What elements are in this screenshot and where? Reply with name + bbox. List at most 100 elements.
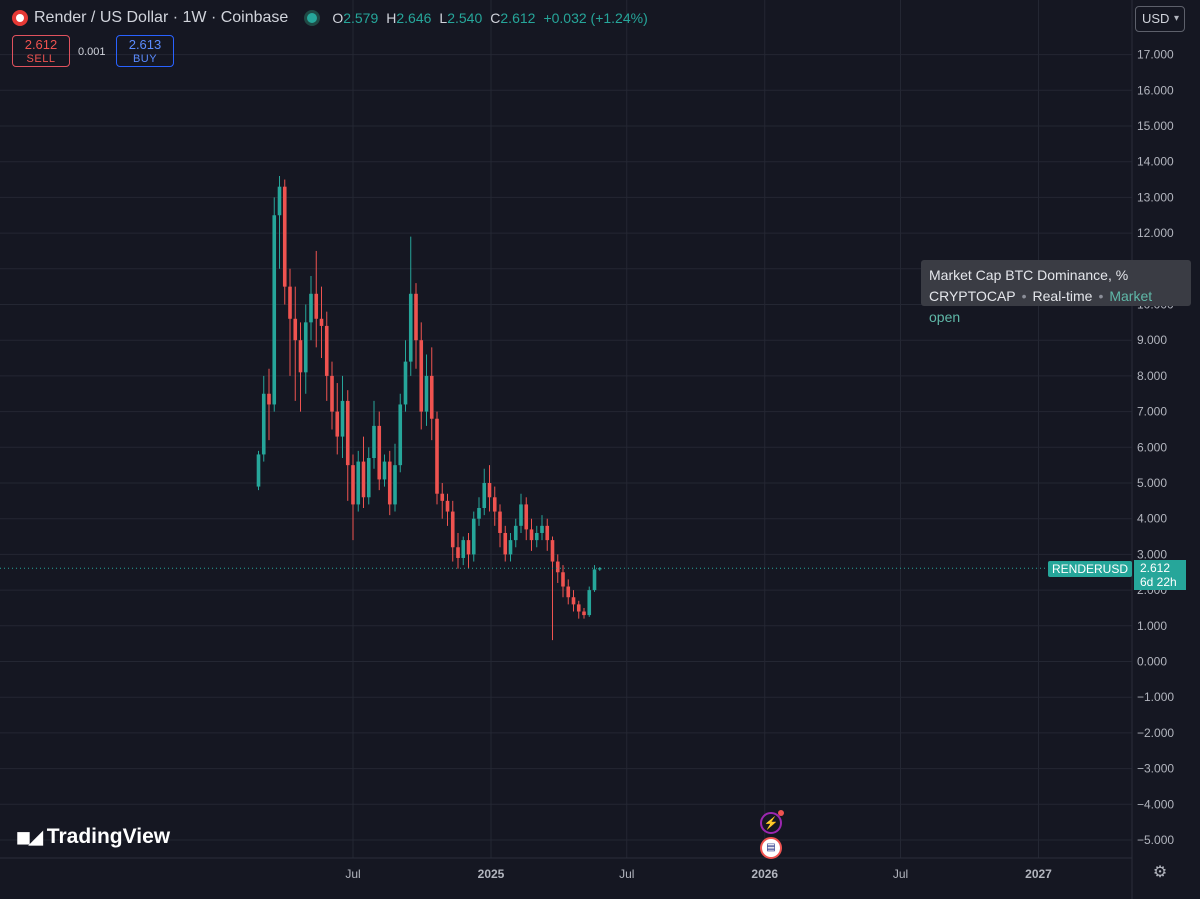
tooltip-source: CRYPTOCAP xyxy=(929,288,1016,304)
y-tick-label: 12.000 xyxy=(1137,226,1174,240)
gear-icon[interactable]: ⚙ xyxy=(1152,864,1168,881)
tradingview-logo-icon: ◼◢ xyxy=(16,826,43,847)
candle-body xyxy=(466,540,471,555)
candle-body xyxy=(524,504,529,530)
x-tick-label: 2026 xyxy=(751,867,778,881)
candle-body xyxy=(461,540,466,558)
sell-button[interactable]: 2.612 SELL xyxy=(12,35,70,67)
candle-body xyxy=(314,293,319,319)
candle-body xyxy=(550,540,555,562)
candle-body xyxy=(366,458,371,498)
bar-countdown: 6d 22h xyxy=(1140,575,1177,589)
lightning-event-icon[interactable]: ⚡ xyxy=(760,810,784,834)
y-tick-label: −1.000 xyxy=(1137,690,1174,704)
candle-body xyxy=(330,375,334,412)
candle-body xyxy=(419,340,424,412)
y-tick-label: 3.000 xyxy=(1137,547,1167,561)
candle-body xyxy=(571,597,576,605)
tradingview-logo[interactable]: ◼◢ TradingView xyxy=(16,825,170,849)
ohlc-open: O2.579 xyxy=(332,10,379,26)
candle-body xyxy=(393,465,397,505)
us-flag-event-icon[interactable]: ▤ xyxy=(760,837,782,859)
buy-price: 2.613 xyxy=(128,37,162,52)
y-tick-label: 0.000 xyxy=(1137,655,1167,669)
y-tick-label: 1.000 xyxy=(1137,619,1167,633)
y-tick-label: 8.000 xyxy=(1137,369,1167,383)
buy-button[interactable]: 2.613 BUY xyxy=(116,35,174,67)
candle-body xyxy=(471,518,476,555)
last-price-symbol-label: RENDERUSD xyxy=(1048,561,1133,577)
x-tick-label: Jul xyxy=(619,867,634,881)
tradingview-wordmark: TradingView xyxy=(46,825,171,848)
candle-body xyxy=(435,418,439,494)
buy-label: BUY xyxy=(132,53,158,65)
candle-body xyxy=(545,525,550,541)
candle-body xyxy=(361,461,366,498)
candle-body xyxy=(477,507,481,519)
y-tick-label: −4.000 xyxy=(1137,797,1174,811)
candle-body xyxy=(582,611,586,616)
candle-body xyxy=(450,511,455,548)
candle-body xyxy=(403,361,408,405)
y-tick-label: 13.000 xyxy=(1137,190,1174,204)
candle-body xyxy=(408,293,413,362)
candle-body xyxy=(445,500,450,512)
tooltip-feed: Real-time xyxy=(1032,288,1093,304)
y-tick-label: −2.000 xyxy=(1137,726,1174,740)
candle-body xyxy=(519,504,523,526)
ohlc-low: L2.540 xyxy=(439,10,483,26)
spread-value: 0.001 xyxy=(78,46,106,58)
candle-body xyxy=(387,461,392,505)
y-tick-label: 14.000 xyxy=(1137,155,1174,169)
y-tick-label: 15.000 xyxy=(1137,119,1174,133)
candle-body xyxy=(272,215,277,405)
candle-body xyxy=(492,497,497,512)
candle-body xyxy=(508,540,513,555)
x-tick-label: 2027 xyxy=(1025,867,1052,881)
candle-body xyxy=(440,493,445,501)
y-tick-label: 4.000 xyxy=(1137,512,1167,526)
candle-body xyxy=(566,586,571,598)
last-price-value: 2.612 xyxy=(1140,561,1171,575)
market-status-icon[interactable] xyxy=(304,10,321,26)
candle-body xyxy=(340,400,345,437)
sell-price: 2.612 xyxy=(24,37,58,52)
last-price-label: 2.612 6d 22h xyxy=(1134,560,1186,590)
candle-body xyxy=(293,318,298,341)
candle-body xyxy=(429,375,434,419)
x-tick-label: Jul xyxy=(345,867,360,881)
candle-body xyxy=(576,604,581,612)
candle-body xyxy=(398,404,403,466)
tooltip-status: Market open xyxy=(929,288,1153,325)
currency-selector[interactable]: USD ▾ xyxy=(1135,6,1185,32)
candle-body xyxy=(324,325,329,376)
tooltip-meta: CRYPTOCAP • Real-time • Market open xyxy=(929,288,1153,325)
symbol-tooltip: Market Cap BTC Dominance, % CRYPTOCAP • Re… xyxy=(921,260,1191,325)
y-tick-label: 17.000 xyxy=(1137,48,1174,62)
sell-label: SELL xyxy=(26,53,56,65)
candle-body xyxy=(309,293,313,323)
x-tick-label: Jul xyxy=(893,867,908,881)
candle-body xyxy=(335,411,340,437)
chevron-down-icon: ▾ xyxy=(1173,13,1179,24)
candle-body xyxy=(529,529,534,541)
candle-body xyxy=(277,186,282,216)
candle-body xyxy=(592,569,597,591)
y-tick-label: 9.000 xyxy=(1137,333,1167,347)
candle-body xyxy=(456,547,460,558)
candle-body xyxy=(288,286,292,319)
y-tick-label: 6.000 xyxy=(1137,440,1167,454)
candle-body xyxy=(540,525,544,533)
candle-body xyxy=(587,590,592,616)
candle-body xyxy=(267,393,271,405)
symbol-title[interactable]: Render / US Dollar · 1W · Coinbase xyxy=(34,9,289,26)
candle-body xyxy=(487,483,492,498)
candle-body xyxy=(261,393,266,455)
candle-body xyxy=(498,511,502,533)
y-tick-label: 5.000 xyxy=(1137,476,1167,490)
x-tick-label: 2025 xyxy=(478,867,505,881)
y-tick-label: 7.000 xyxy=(1137,405,1167,419)
candle-body xyxy=(256,454,261,487)
